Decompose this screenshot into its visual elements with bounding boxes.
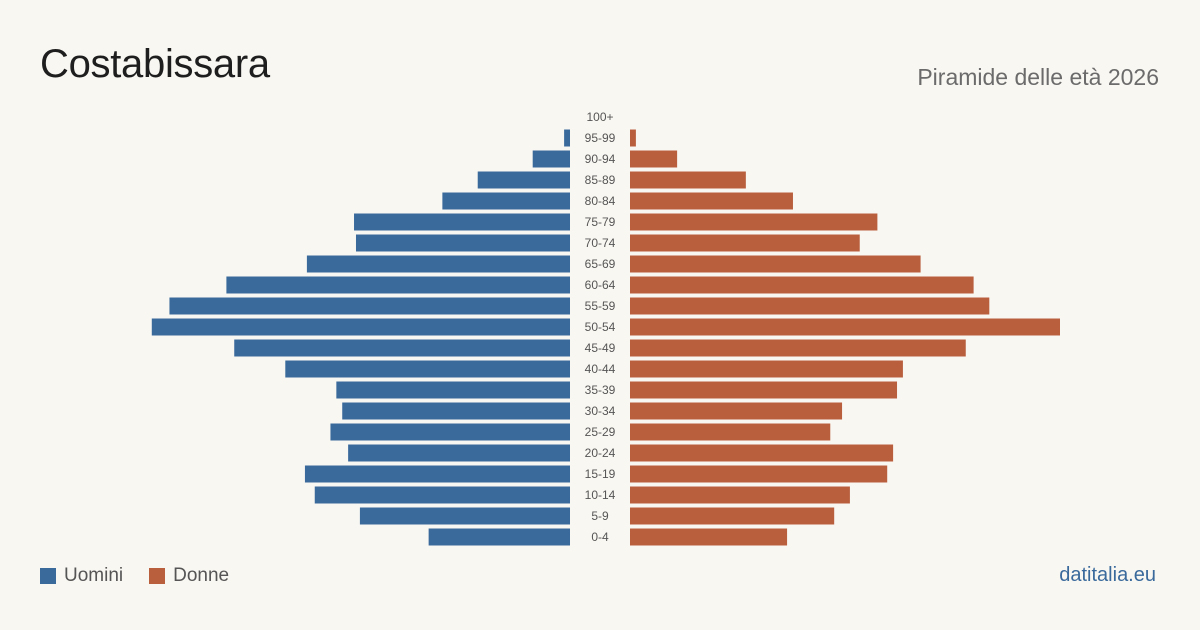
bar-men-20-24 (348, 444, 570, 462)
legend-swatch-women (149, 568, 166, 584)
bar-women-20-24 (630, 444, 894, 462)
bar-men-85-89 (477, 171, 570, 189)
bar-men-30-34 (342, 402, 570, 420)
bar-men-35-39 (336, 381, 570, 399)
bar-men-65-69 (306, 255, 570, 273)
bar-women-25-29 (630, 423, 831, 441)
bar-women-70-74 (630, 234, 860, 252)
bar-men-70-74 (355, 234, 570, 252)
age-label-10-14: 10-14 (585, 488, 616, 502)
age-label-30-34: 30-34 (585, 404, 616, 418)
bar-women-40-44 (630, 360, 903, 378)
legend-label-women: Donne (173, 565, 230, 586)
bar-women-10-14 (630, 486, 850, 504)
chart-legend: Uomini Donne (40, 565, 255, 587)
age-label-40-44: 40-44 (585, 362, 616, 376)
bar-women-5-9 (630, 507, 835, 525)
age-label-45-49: 45-49 (585, 341, 616, 355)
age-label-80-84: 80-84 (585, 194, 616, 208)
age-label-65-69: 65-69 (585, 257, 616, 271)
legend-item-men: Uomini (40, 565, 123, 587)
bar-men-25-29 (330, 423, 570, 441)
age-label-55-59: 55-59 (585, 299, 616, 313)
bar-men-95-99 (564, 129, 570, 147)
bar-men-5-9 (359, 507, 570, 525)
age-label-15-19: 15-19 (585, 467, 616, 481)
bar-men-10-14 (314, 486, 570, 504)
bar-women-55-59 (630, 297, 990, 315)
bar-women-0-4 (630, 528, 788, 546)
bar-women-65-69 (630, 255, 921, 273)
bar-women-75-79 (630, 213, 878, 231)
bar-women-15-19 (630, 465, 888, 483)
bar-men-90-94 (532, 150, 570, 168)
bar-men-75-79 (354, 213, 570, 231)
chart-subtitle: Piramide delle età 2026 (917, 64, 1159, 90)
bar-men-15-19 (304, 465, 570, 483)
age-label-0-4: 0-4 (591, 530, 609, 544)
bar-women-35-39 (630, 381, 898, 399)
legend-item-women: Donne (149, 565, 229, 587)
bar-women-30-34 (630, 402, 843, 420)
page-title: Costabissara (40, 42, 270, 86)
legend-label-men: Uomini (64, 565, 124, 586)
age-label-85-89: 85-89 (585, 173, 616, 187)
bar-men-40-44 (285, 360, 570, 378)
bar-men-60-64 (226, 276, 570, 294)
legend-swatch-men (40, 568, 56, 584)
brand-link[interactable]: datitalia.eu (1059, 564, 1156, 586)
bar-women-95-99 (630, 129, 636, 147)
age-label-25-29: 25-29 (585, 425, 616, 439)
bar-men-45-49 (234, 339, 570, 357)
age-label-95-99: 95-99 (585, 131, 616, 145)
bar-men-80-84 (442, 192, 570, 210)
bar-women-85-89 (630, 171, 746, 189)
age-label-75-79: 75-79 (585, 215, 616, 229)
bar-women-50-54 (630, 318, 1060, 336)
bar-men-0-4 (428, 528, 570, 546)
age-label-90-94: 90-94 (585, 152, 616, 166)
age-label-5-9: 5-9 (591, 509, 609, 523)
bar-women-80-84 (630, 192, 793, 210)
age-label-60-64: 60-64 (585, 278, 616, 292)
age-label-20-24: 20-24 (585, 446, 616, 460)
bar-men-50-54 (151, 318, 570, 336)
bar-women-90-94 (630, 150, 678, 168)
bar-women-60-64 (630, 276, 974, 294)
bar-women-45-49 (630, 339, 966, 357)
age-label-50-54: 50-54 (585, 320, 616, 334)
age-label-100+: 100+ (586, 110, 613, 124)
age-label-70-74: 70-74 (585, 236, 616, 250)
bar-men-55-59 (169, 297, 570, 315)
age-label-35-39: 35-39 (585, 383, 616, 397)
